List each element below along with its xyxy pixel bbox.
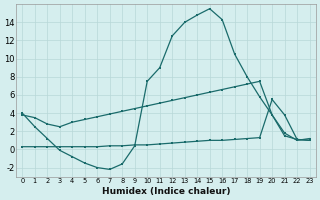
X-axis label: Humidex (Indice chaleur): Humidex (Indice chaleur) — [102, 187, 230, 196]
